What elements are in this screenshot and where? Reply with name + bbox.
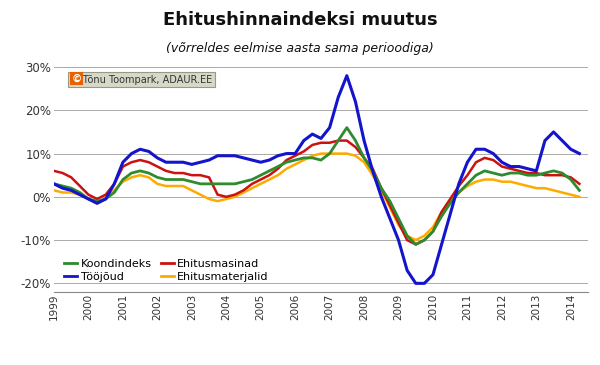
Ehitusmasinad xyxy=(188,173,196,177)
Line: Ehitusmasinad: Ehitusmasinad xyxy=(54,141,580,245)
Koondindeks xyxy=(94,199,101,203)
Line: Koondindeks: Koondindeks xyxy=(54,128,580,245)
Text: ©: © xyxy=(71,74,82,84)
Ehitusmaterjalid xyxy=(377,188,385,192)
Ehitusmaterjalid xyxy=(412,238,419,242)
Tööjõud xyxy=(377,195,385,199)
Tööjõud xyxy=(309,132,316,136)
Tööjõud xyxy=(50,182,58,186)
Tööjõud xyxy=(188,162,196,166)
Ehitusmaterjalid xyxy=(309,154,316,158)
Koondindeks xyxy=(343,126,350,130)
Ehitusmaterjalid xyxy=(317,151,325,156)
Legend: Koondindeks, Tööjõud, Ehitusmasinad, Ehitusmaterjalid: Koondindeks, Tööjõud, Ehitusmasinad, Ehi… xyxy=(59,254,273,287)
Tööjõud xyxy=(576,151,583,156)
Text: (võrreldes eelmise aasta sama perioodiga): (võrreldes eelmise aasta sama perioodiga… xyxy=(166,42,434,55)
Ehitusmasinad xyxy=(50,169,58,173)
Ehitusmasinad xyxy=(412,242,419,247)
Ehitusmaterjalid xyxy=(154,182,161,186)
Tööjõud xyxy=(94,201,101,205)
Koondindeks xyxy=(154,175,161,180)
Tööjõud xyxy=(412,281,419,285)
Ehitusmaterjalid xyxy=(94,201,101,205)
Ehitusmasinad xyxy=(309,143,316,147)
Ehitusmaterjalid xyxy=(188,188,196,192)
Koondindeks xyxy=(576,188,583,192)
Koondindeks xyxy=(309,156,316,160)
Tööjõud xyxy=(154,156,161,160)
Text: © Tõnu Toompark, ADAUR.EE: © Tõnu Toompark, ADAUR.EE xyxy=(70,75,212,85)
Koondindeks xyxy=(412,242,419,247)
Koondindeks xyxy=(50,182,58,186)
Tööjõud xyxy=(343,73,350,78)
Ehitusmasinad xyxy=(154,164,161,169)
Line: Ehitusmaterjalid: Ehitusmaterjalid xyxy=(54,154,580,240)
Koondindeks xyxy=(524,173,532,177)
Koondindeks xyxy=(377,186,385,191)
Ehitusmasinad xyxy=(524,171,532,175)
Text: Ehitushinnaindeksi muutus: Ehitushinnaindeksi muutus xyxy=(163,11,437,29)
Ehitusmaterjalid xyxy=(50,188,58,192)
Ehitusmasinad xyxy=(377,186,385,191)
Ehitusmasinad xyxy=(576,182,583,186)
Ehitusmaterjalid xyxy=(524,184,532,188)
Ehitusmasinad xyxy=(94,197,101,201)
Tööjõud xyxy=(524,166,532,171)
Line: Tööjõud: Tööjõud xyxy=(54,76,580,283)
Koondindeks xyxy=(188,180,196,184)
Ehitusmasinad xyxy=(335,138,342,143)
Ehitusmaterjalid xyxy=(576,195,583,199)
